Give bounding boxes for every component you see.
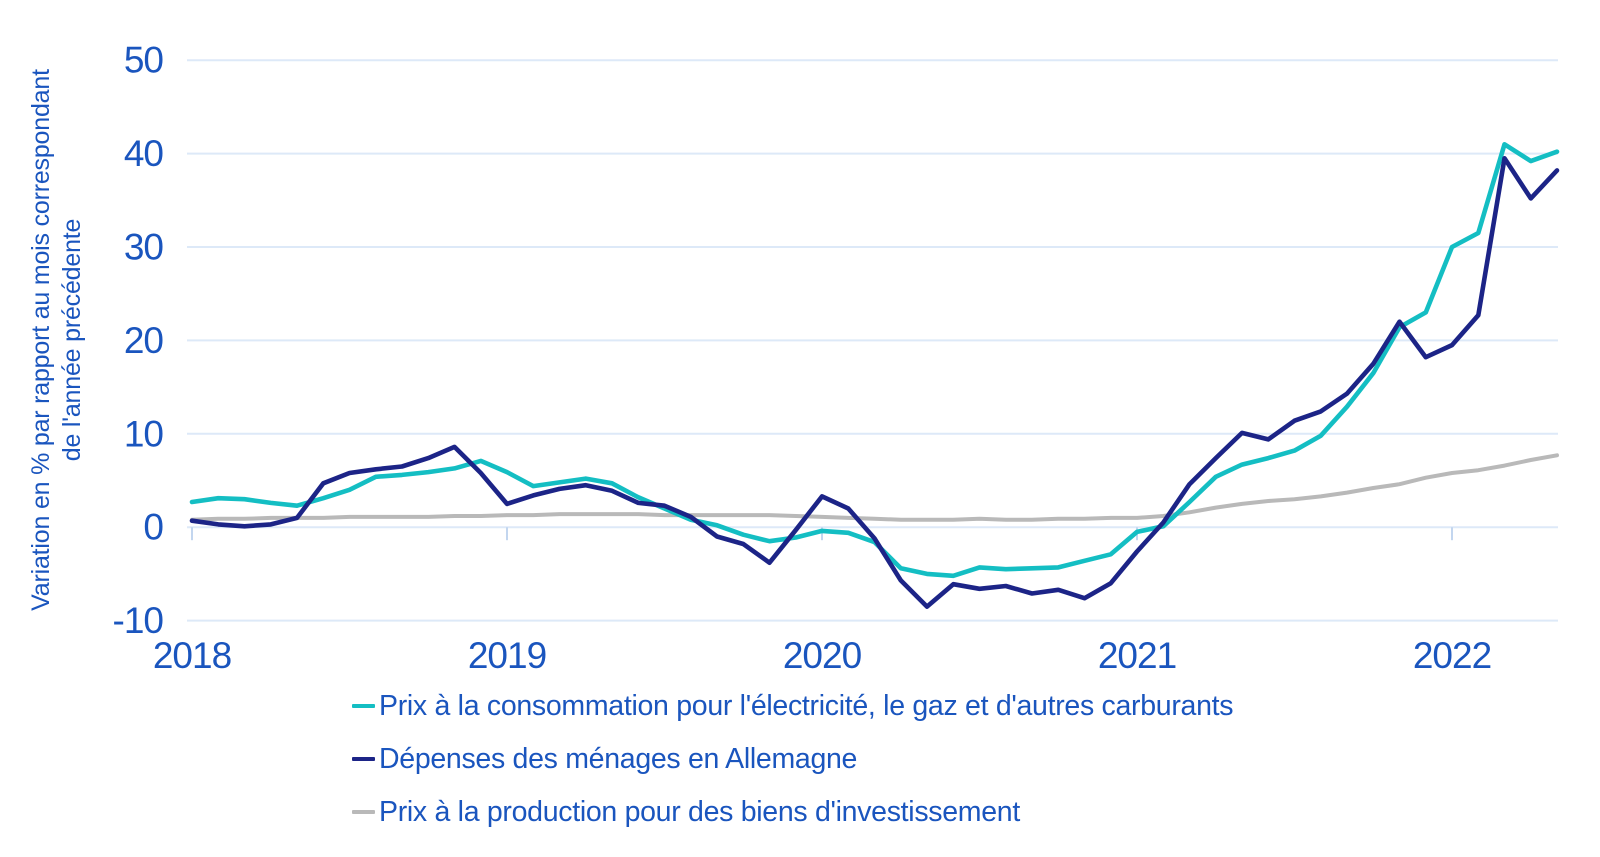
x-tick-label-2021: 2021 bbox=[1098, 635, 1176, 676]
x-tick-label-2022: 2022 bbox=[1413, 635, 1491, 676]
legend-label-household-expenditure: Dépenses des ménages en Allemagne bbox=[379, 742, 858, 775]
series-line-0 bbox=[189, 142, 1560, 579]
y-axis-title-line2: de l'année précédente bbox=[58, 218, 86, 462]
y-tick-label-50: 50 bbox=[124, 40, 164, 81]
series-line-1 bbox=[189, 156, 1560, 609]
y-tick-label-0: 0 bbox=[143, 507, 163, 548]
legend: Prix à la consommation pour l'électricit… bbox=[352, 688, 1234, 847]
legend-label-producer-prices: Prix à la production pour des biens d'in… bbox=[379, 795, 1020, 828]
y-axis-title-line1: Variation en % par rapport au mois corre… bbox=[27, 69, 55, 611]
legend-dash-household-expenditure-icon bbox=[352, 756, 375, 762]
x-tick-label-2019: 2019 bbox=[468, 635, 546, 676]
y-tick-label-40: 40 bbox=[124, 133, 164, 174]
y-tick-label--10: -10 bbox=[113, 600, 164, 641]
data-series-layer bbox=[189, 142, 1560, 609]
legend-item-household-expenditure: Dépenses des ménages en Allemagne bbox=[352, 741, 1233, 777]
y-tick-label-20: 20 bbox=[124, 320, 164, 361]
legend-item-producer-prices: Prix à la production pour des biens d'in… bbox=[352, 794, 1233, 830]
legend-dash-consumer-energy-prices-icon bbox=[352, 703, 375, 709]
legend-item-consumer-energy-prices: Prix à la consommation pour l'électricit… bbox=[352, 688, 1234, 724]
series-line-2 bbox=[190, 453, 1559, 522]
y-axis-title: Variation en % par rapport au mois corre… bbox=[26, 69, 88, 611]
legend-label-consumer-energy-prices: Prix à la consommation pour l'électricit… bbox=[379, 689, 1234, 722]
x-tick-label-2018: 2018 bbox=[153, 635, 231, 676]
y-tick-label-30: 30 bbox=[124, 227, 164, 268]
gridlines-layer bbox=[187, 59, 1558, 622]
x-tick-label-2020: 2020 bbox=[783, 635, 862, 676]
y-tick-label-10: 10 bbox=[124, 413, 164, 454]
legend-dash-producer-prices-icon bbox=[352, 809, 375, 815]
